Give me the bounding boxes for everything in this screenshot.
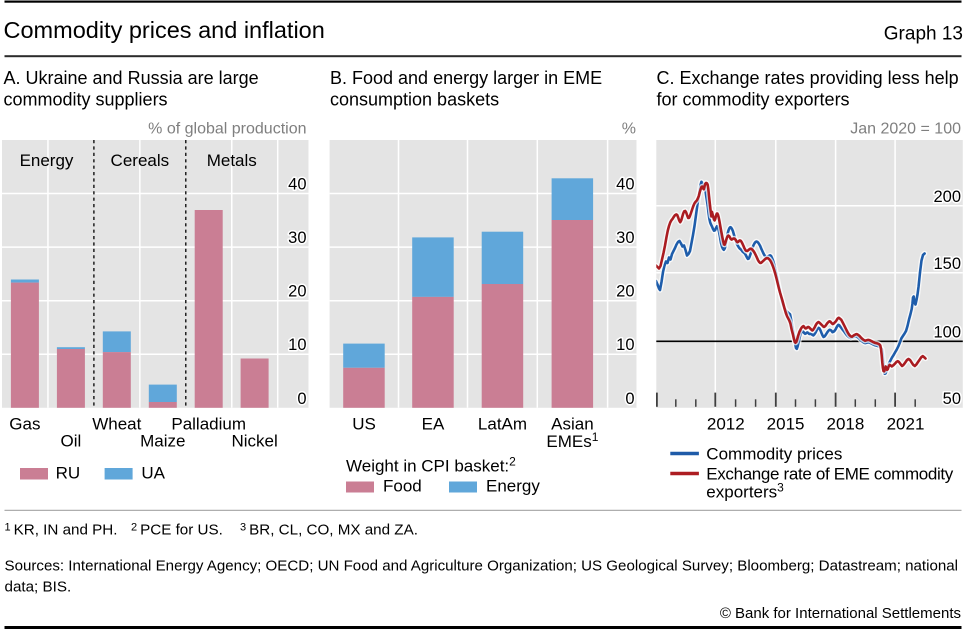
svg-text:100: 100: [933, 324, 961, 342]
svg-text:commodity suppliers: commodity suppliers: [4, 89, 168, 109]
svg-text:2012: 2012: [707, 415, 745, 434]
svg-text:0: 0: [625, 390, 634, 408]
svg-text:40: 40: [288, 176, 306, 194]
svg-text:200: 200: [933, 188, 961, 206]
svg-text:A. Ukraine and Russia are larg: A. Ukraine and Russia are large: [4, 68, 259, 88]
svg-text:Metals: Metals: [207, 151, 257, 170]
svg-text:Exchange rate of EME commodity: Exchange rate of EME commodity: [706, 465, 954, 484]
svg-text:Wheat: Wheat: [92, 415, 141, 434]
svg-text:LatAm: LatAm: [478, 415, 527, 434]
svg-text:UA: UA: [141, 464, 165, 483]
svg-text:Nickel: Nickel: [231, 432, 277, 451]
svg-text:20: 20: [288, 283, 306, 301]
svg-text:40: 40: [616, 176, 634, 194]
svg-text:2015: 2015: [767, 415, 805, 434]
svg-text:30: 30: [616, 229, 634, 247]
svg-text:10: 10: [288, 336, 306, 354]
svg-text:3BR, CL, CO, MX and ZA.: 3 BR, CL, CO, MX and ZA.: [240, 522, 418, 539]
svg-text:20: 20: [616, 283, 634, 301]
svg-text:data; BIS.: data; BIS.: [5, 579, 72, 596]
svg-text:1KR, IN and PH.: 1 KR, IN and PH.: [5, 522, 118, 539]
svg-text:Asian: Asian: [551, 415, 594, 434]
svg-text:Maize: Maize: [140, 432, 185, 451]
svg-text:%: %: [622, 121, 636, 138]
svg-text:Commodity prices and inflation: Commodity prices and inflation: [4, 17, 325, 43]
svg-text:Cereals: Cereals: [111, 151, 170, 170]
svg-text:% of global production: % of global production: [148, 121, 306, 138]
svg-text:0: 0: [297, 390, 306, 408]
svg-text:Graph 13: Graph 13: [884, 24, 963, 45]
svg-text:EMEs1: EMEs1: [546, 430, 598, 451]
svg-text:50: 50: [943, 390, 961, 408]
svg-text:Gas: Gas: [9, 415, 40, 434]
svg-text:exporters3: exporters3: [706, 481, 784, 502]
svg-text:2021: 2021: [887, 415, 925, 434]
svg-text:Palladium: Palladium: [171, 415, 246, 434]
svg-text:Sources: International Energy: Sources: International Energy Agency; OE…: [5, 558, 959, 575]
svg-text:© Bank for International Settl: © Bank for International Settlements: [720, 605, 961, 622]
svg-text:consumption baskets: consumption baskets: [330, 89, 499, 109]
svg-text:150: 150: [933, 255, 961, 273]
svg-text:US: US: [352, 415, 376, 434]
svg-text:Food: Food: [383, 477, 422, 496]
svg-text:Weight in CPI basket:2: Weight in CPI basket:2: [346, 455, 516, 476]
svg-text:Energy: Energy: [20, 151, 74, 170]
svg-text:Energy: Energy: [486, 477, 540, 496]
svg-text:EA: EA: [422, 415, 445, 434]
svg-text:Jan 2020 = 100: Jan 2020 = 100: [850, 121, 961, 138]
svg-text:for commodity exporters: for commodity exporters: [657, 89, 850, 109]
svg-text:Oil: Oil: [61, 432, 82, 451]
svg-text:30: 30: [288, 229, 306, 247]
svg-text:C. Exchange rates providing le: C. Exchange rates providing less help: [657, 68, 959, 88]
svg-text:RU: RU: [56, 464, 81, 483]
svg-text:Commodity prices: Commodity prices: [706, 445, 842, 464]
svg-text:B. Food and energy larger in E: B. Food and energy larger in EME: [330, 68, 602, 88]
svg-text:2018: 2018: [826, 415, 864, 434]
svg-text:10: 10: [616, 336, 634, 354]
